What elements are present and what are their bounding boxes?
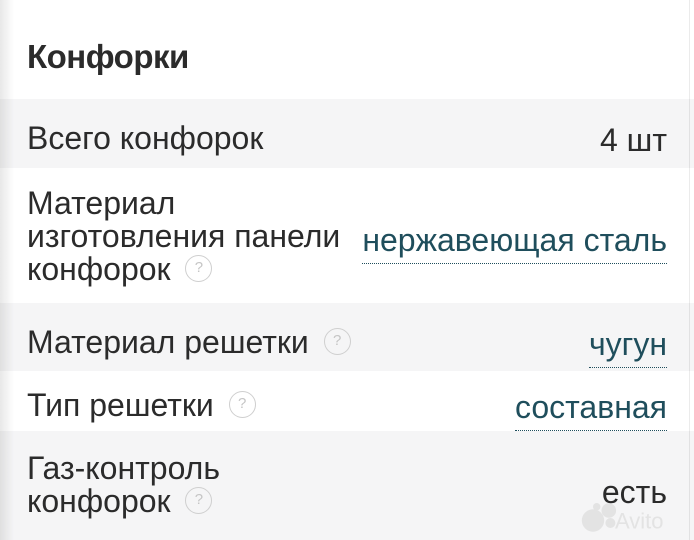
svg-text:Avito: Avito [615, 509, 664, 534]
